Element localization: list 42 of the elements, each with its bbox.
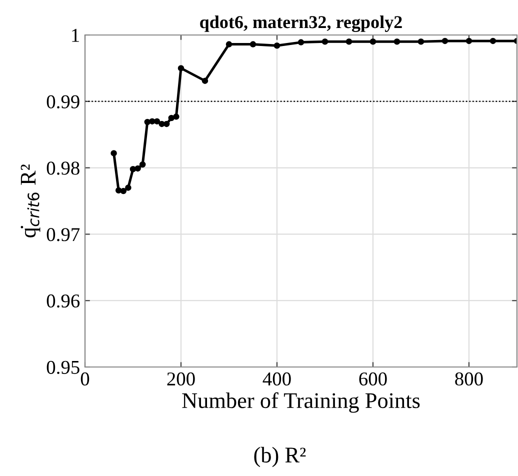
point xyxy=(134,165,141,172)
point xyxy=(202,78,208,84)
point xyxy=(149,118,156,124)
point xyxy=(110,150,117,156)
y-tick-label: 0.97 xyxy=(46,228,80,242)
x-tick-label: 200 xyxy=(167,372,195,386)
point xyxy=(125,184,132,191)
point xyxy=(115,187,122,194)
point xyxy=(466,38,472,44)
point xyxy=(442,38,448,44)
x-tick-label: 400 xyxy=(262,372,291,386)
point xyxy=(130,166,136,172)
point xyxy=(250,41,256,48)
point xyxy=(490,38,496,44)
point xyxy=(120,188,127,194)
point xyxy=(418,38,424,45)
point xyxy=(173,114,180,120)
y-tick-label: 1 xyxy=(72,28,79,42)
point xyxy=(168,114,175,122)
text: (b) R² xyxy=(254,446,306,468)
point xyxy=(226,41,232,48)
point xyxy=(144,118,151,126)
point xyxy=(394,38,400,45)
chart-title: qdot6, matern32, regpoly2 xyxy=(200,16,402,32)
point xyxy=(139,161,146,168)
y-tick-label: 0.96 xyxy=(46,294,80,308)
y-tick-label: 0.95 xyxy=(46,360,80,374)
point xyxy=(178,65,184,72)
point xyxy=(322,38,328,45)
y-tick-label: 0.99 xyxy=(46,95,80,108)
x-tick-label: 800 xyxy=(455,372,483,386)
point xyxy=(346,38,352,45)
x-axis-title: Number of Training Points xyxy=(182,392,420,413)
point xyxy=(154,118,160,124)
y-axis-title: q̇$_{crit6}$ R² xyxy=(20,164,40,238)
y-tick-label: 0.98 xyxy=(46,162,80,175)
x-tick-label: 0 xyxy=(80,372,90,386)
point xyxy=(274,42,280,49)
point xyxy=(298,39,304,46)
x-tick-label: 600 xyxy=(359,372,387,386)
point xyxy=(370,38,376,45)
point xyxy=(163,120,170,128)
